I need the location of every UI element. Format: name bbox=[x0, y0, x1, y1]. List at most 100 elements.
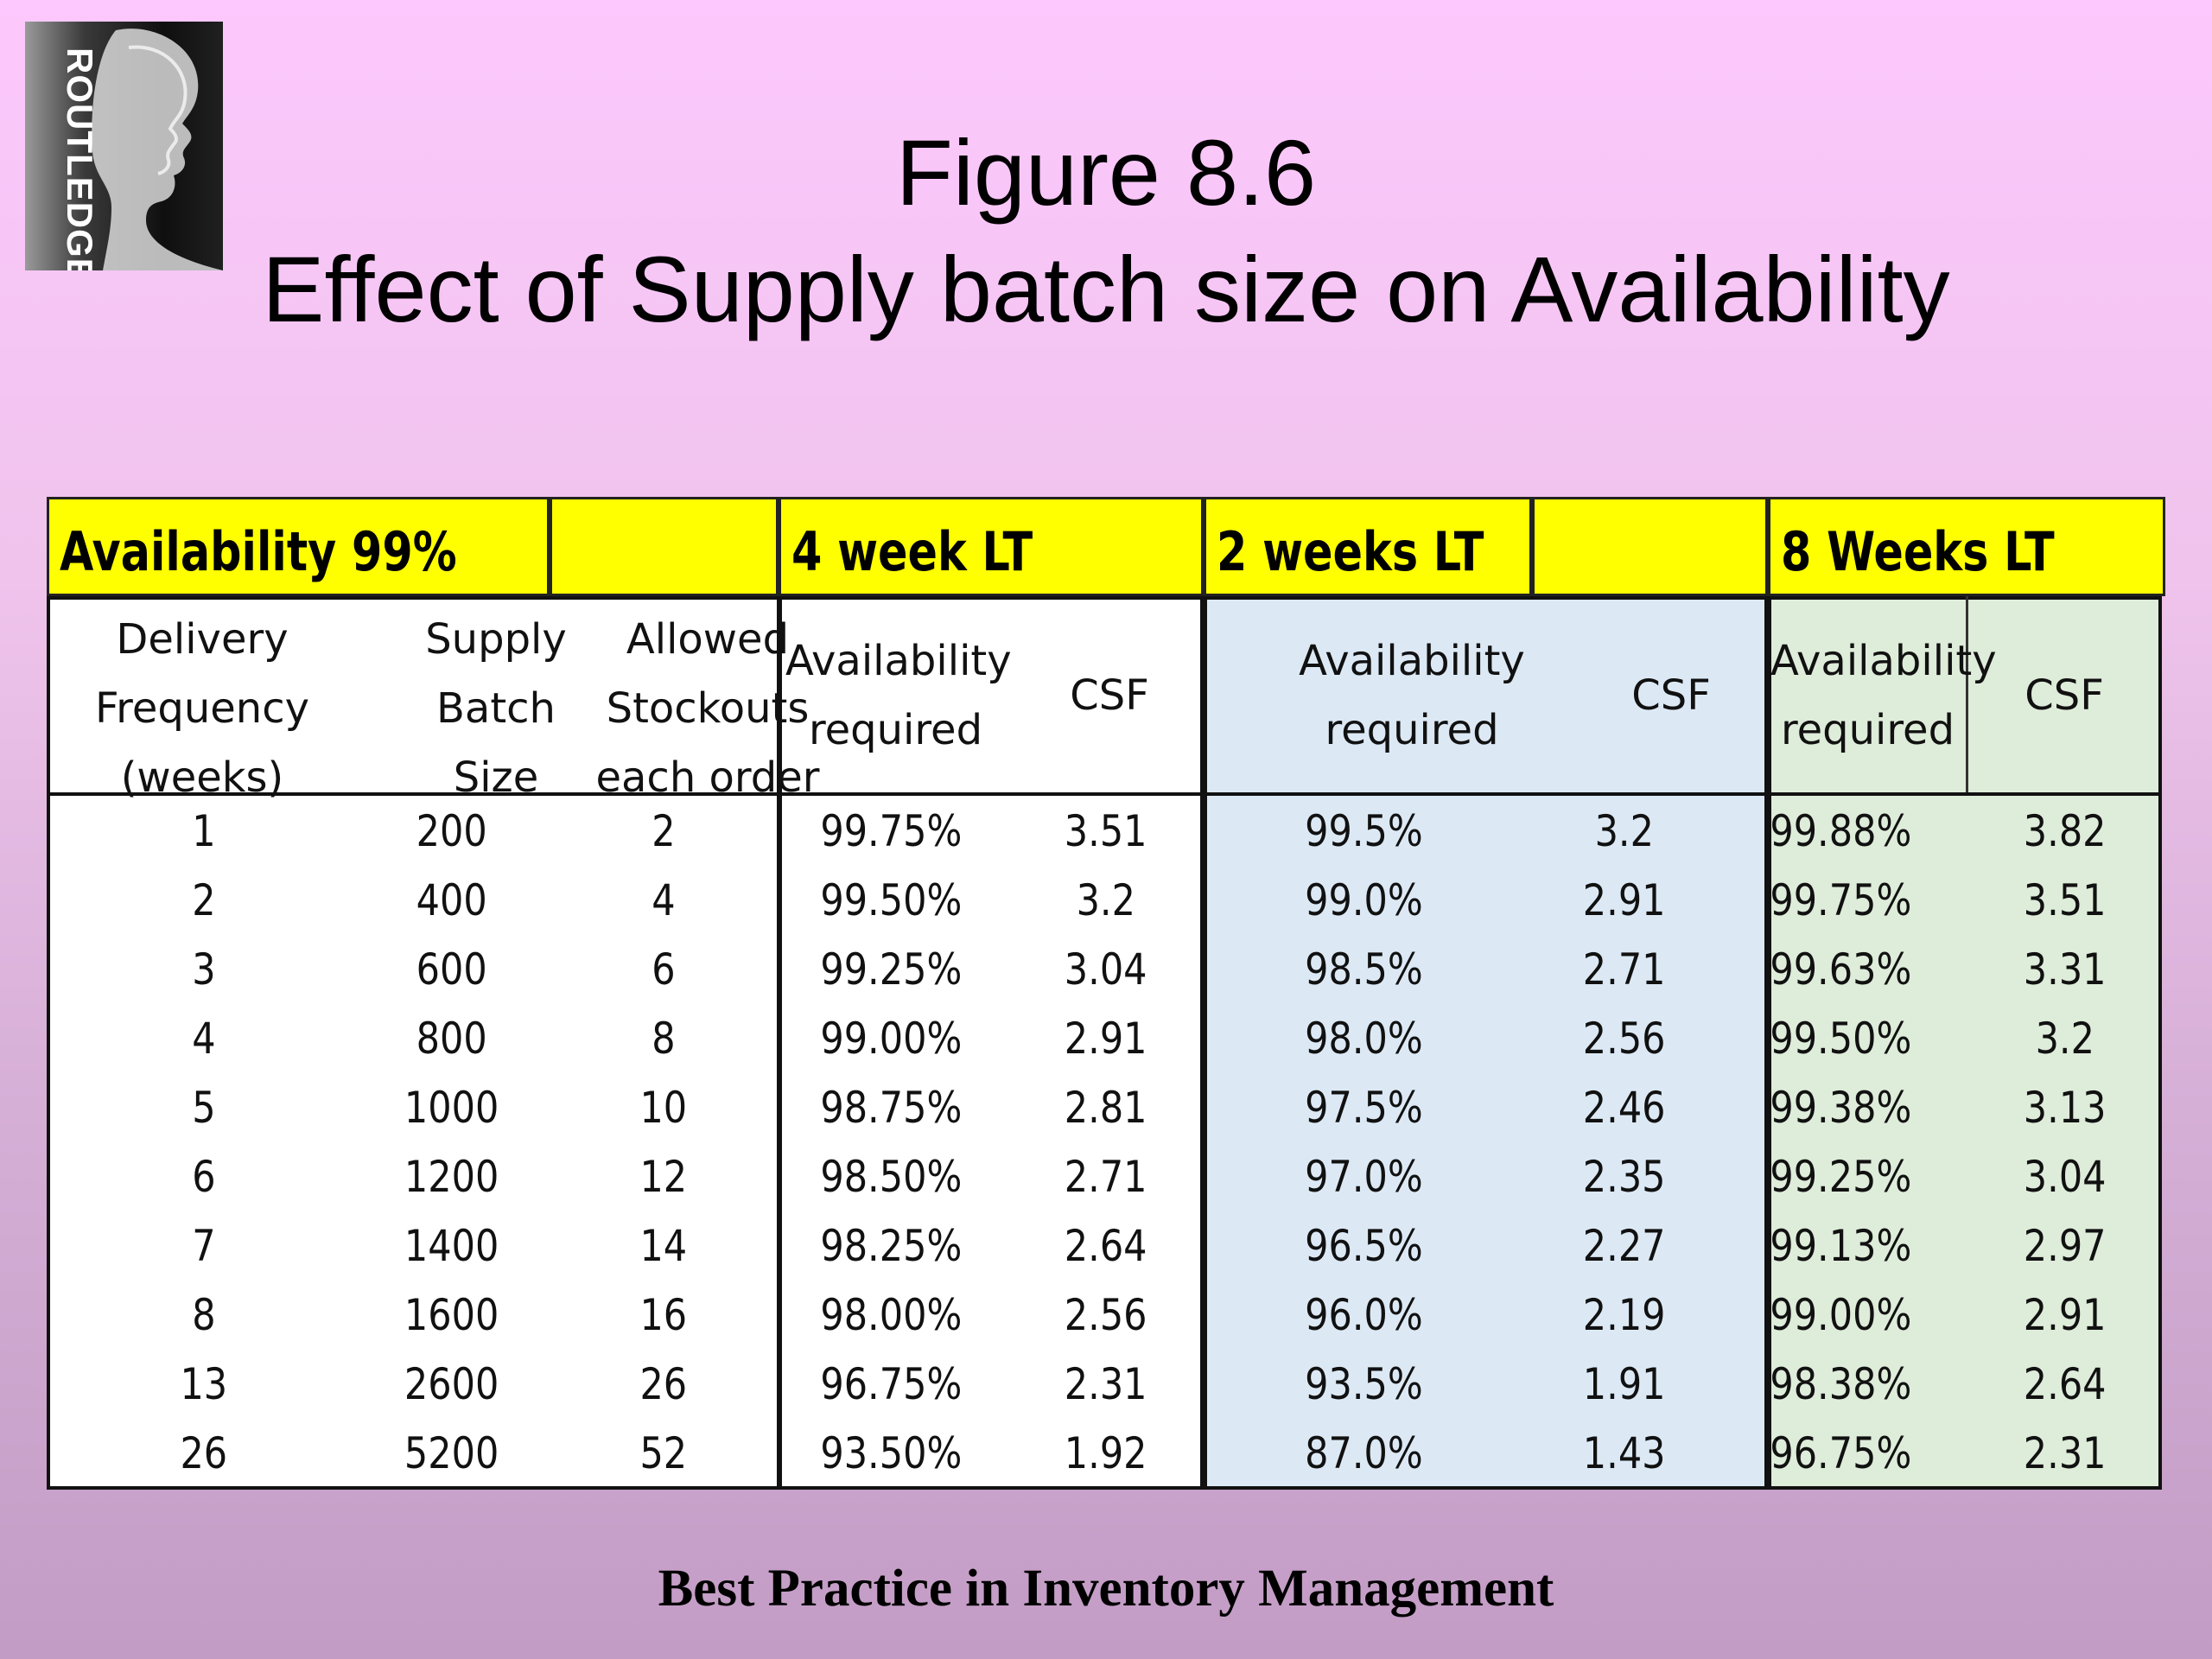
table-cell: 26 bbox=[180, 1428, 228, 1478]
table-cell: 7 bbox=[192, 1221, 216, 1271]
table-cell: 26 bbox=[639, 1359, 688, 1409]
table-cell: 6 bbox=[652, 944, 676, 995]
table-cell: 99.00% bbox=[820, 1014, 962, 1064]
availability-table: Availability 99% 4 week LT 2 weeks LT 8 … bbox=[47, 497, 2165, 1492]
table-cell: 14 bbox=[639, 1221, 688, 1271]
table-cell: 98.38% bbox=[1770, 1359, 1911, 1409]
table-cell: 2.71 bbox=[1583, 944, 1666, 995]
table-cell: 200 bbox=[416, 806, 488, 856]
table-cell: 99.38% bbox=[1770, 1083, 1911, 1133]
group-header-4-week: 4 week LT bbox=[779, 497, 1204, 596]
table-cell: 3.51 bbox=[1065, 806, 1147, 856]
table-cell: 98.5% bbox=[1304, 944, 1423, 995]
col-header-csf-2w: CSF bbox=[1631, 671, 1711, 720]
table-cell: 2.56 bbox=[1065, 1290, 1147, 1340]
table-cell: 3.04 bbox=[1065, 944, 1147, 995]
table-cell: 93.50% bbox=[820, 1428, 962, 1478]
table-cell: 13 bbox=[180, 1359, 228, 1409]
table-cell: 2600 bbox=[404, 1359, 499, 1409]
table-cell: 800 bbox=[416, 1014, 488, 1064]
header-rule bbox=[47, 792, 2162, 796]
table-cell: 96.0% bbox=[1304, 1290, 1423, 1340]
table-cell: 2.19 bbox=[1583, 1290, 1666, 1340]
figure-number: Figure 8.6 bbox=[895, 120, 1317, 225]
group-header-spacer-2 bbox=[1532, 497, 1768, 596]
table-cell: 8 bbox=[192, 1290, 216, 1340]
figure-title: Effect of Supply batch size on Availabil… bbox=[262, 237, 1950, 341]
panel-2-weeks bbox=[1204, 596, 1768, 1490]
table-cell: 99.5% bbox=[1304, 806, 1423, 856]
table-cell: 1.91 bbox=[1583, 1359, 1666, 1409]
table-cell: 96.75% bbox=[1770, 1428, 1911, 1478]
table-cell: 99.50% bbox=[1770, 1014, 1911, 1064]
table-cell: 4 bbox=[192, 1014, 216, 1064]
col-header-csf-8w: CSF bbox=[2024, 671, 2104, 720]
profile-silhouette-icon bbox=[92, 29, 223, 270]
table-cell: 1200 bbox=[404, 1152, 499, 1202]
table-cell: 99.25% bbox=[1770, 1152, 1911, 1202]
table-cell: 98.50% bbox=[820, 1152, 962, 1202]
table-cell: 99.88% bbox=[1770, 806, 1911, 856]
table-cell: 12 bbox=[639, 1152, 688, 1202]
table-cell: 2.64 bbox=[2024, 1359, 2107, 1409]
table-cell: 98.25% bbox=[820, 1221, 962, 1271]
table-cell: 2.27 bbox=[1583, 1221, 1666, 1271]
table-cell: 1000 bbox=[404, 1083, 499, 1133]
col-header-availability-8w: Availability required bbox=[1770, 637, 1997, 754]
table-cell: 2.31 bbox=[1065, 1359, 1147, 1409]
table-cell: 2 bbox=[192, 875, 216, 925]
table-cell: 93.5% bbox=[1304, 1359, 1423, 1409]
table-cell: 3.51 bbox=[2024, 875, 2107, 925]
table-cell: 3.2 bbox=[1594, 806, 1655, 856]
group-header-8-weeks: 8 Weeks LT bbox=[1768, 497, 2165, 596]
col-header-csf-4w: CSF bbox=[1070, 671, 1149, 720]
table-cell: 87.0% bbox=[1304, 1428, 1423, 1478]
table-cell: 3 bbox=[192, 944, 216, 995]
footer-text: Best Practice in Inventory Management bbox=[658, 1560, 1554, 1618]
table-cell: 97.5% bbox=[1304, 1083, 1423, 1133]
table-cell: 3.13 bbox=[2024, 1083, 2107, 1133]
table-cell: 3.2 bbox=[1076, 875, 1136, 925]
table-cell: 99.0% bbox=[1304, 875, 1423, 925]
table-cell: 1.92 bbox=[1065, 1428, 1147, 1478]
table-cell: 96.5% bbox=[1304, 1221, 1423, 1271]
table-cell: 5200 bbox=[404, 1428, 499, 1478]
table-cell: 10 bbox=[639, 1083, 688, 1133]
table-cell: 3.2 bbox=[2035, 1014, 2095, 1064]
table-cell: 1 bbox=[192, 806, 216, 856]
table-cell: 2.56 bbox=[1583, 1014, 1666, 1064]
table-cell: 3.82 bbox=[2024, 806, 2107, 856]
table-cell: 99.25% bbox=[820, 944, 962, 995]
routledge-logo: ROUTLEDGE bbox=[25, 22, 223, 270]
table-cell: 2.64 bbox=[1065, 1221, 1147, 1271]
table-cell: 2.31 bbox=[2024, 1428, 2107, 1478]
table-cell: 6 bbox=[192, 1152, 216, 1202]
table-cell: 2.91 bbox=[2024, 1290, 2107, 1340]
table-cell: 99.75% bbox=[820, 806, 962, 856]
table-cell: 2.81 bbox=[1065, 1083, 1147, 1133]
table-cell: 96.75% bbox=[820, 1359, 962, 1409]
table-cell: 400 bbox=[416, 875, 488, 925]
table-cell: 97.0% bbox=[1304, 1152, 1423, 1202]
table-cell: 99.13% bbox=[1770, 1221, 1911, 1271]
table-cell: 52 bbox=[639, 1428, 688, 1478]
table-cell: 2.91 bbox=[1065, 1014, 1147, 1064]
table-cell: 98.0% bbox=[1304, 1014, 1423, 1064]
table-cell: 4 bbox=[652, 875, 676, 925]
col-header-allowed-stockouts: Allowed Stockouts each order bbox=[595, 615, 820, 802]
table-cell: 1400 bbox=[404, 1221, 499, 1271]
table-cell: 98.75% bbox=[820, 1083, 962, 1133]
table-cell: 99.63% bbox=[1770, 944, 1911, 995]
table-cell: 2.71 bbox=[1065, 1152, 1147, 1202]
panel-8-weeks bbox=[1768, 596, 2162, 1490]
table-cell: 2 bbox=[652, 806, 676, 856]
table-cell: 16 bbox=[639, 1290, 688, 1340]
table-cell: 5 bbox=[192, 1083, 216, 1133]
panel-4-week bbox=[779, 596, 1204, 1490]
logo-text: ROUTLEDGE bbox=[60, 48, 100, 270]
table-cell: 2.97 bbox=[2024, 1221, 2107, 1271]
table-cell: 99.50% bbox=[820, 875, 962, 925]
panel-base bbox=[47, 596, 779, 1490]
group-header-availability: Availability 99% bbox=[47, 497, 550, 596]
col-header-availability-2w: Availability required bbox=[1299, 637, 1525, 754]
